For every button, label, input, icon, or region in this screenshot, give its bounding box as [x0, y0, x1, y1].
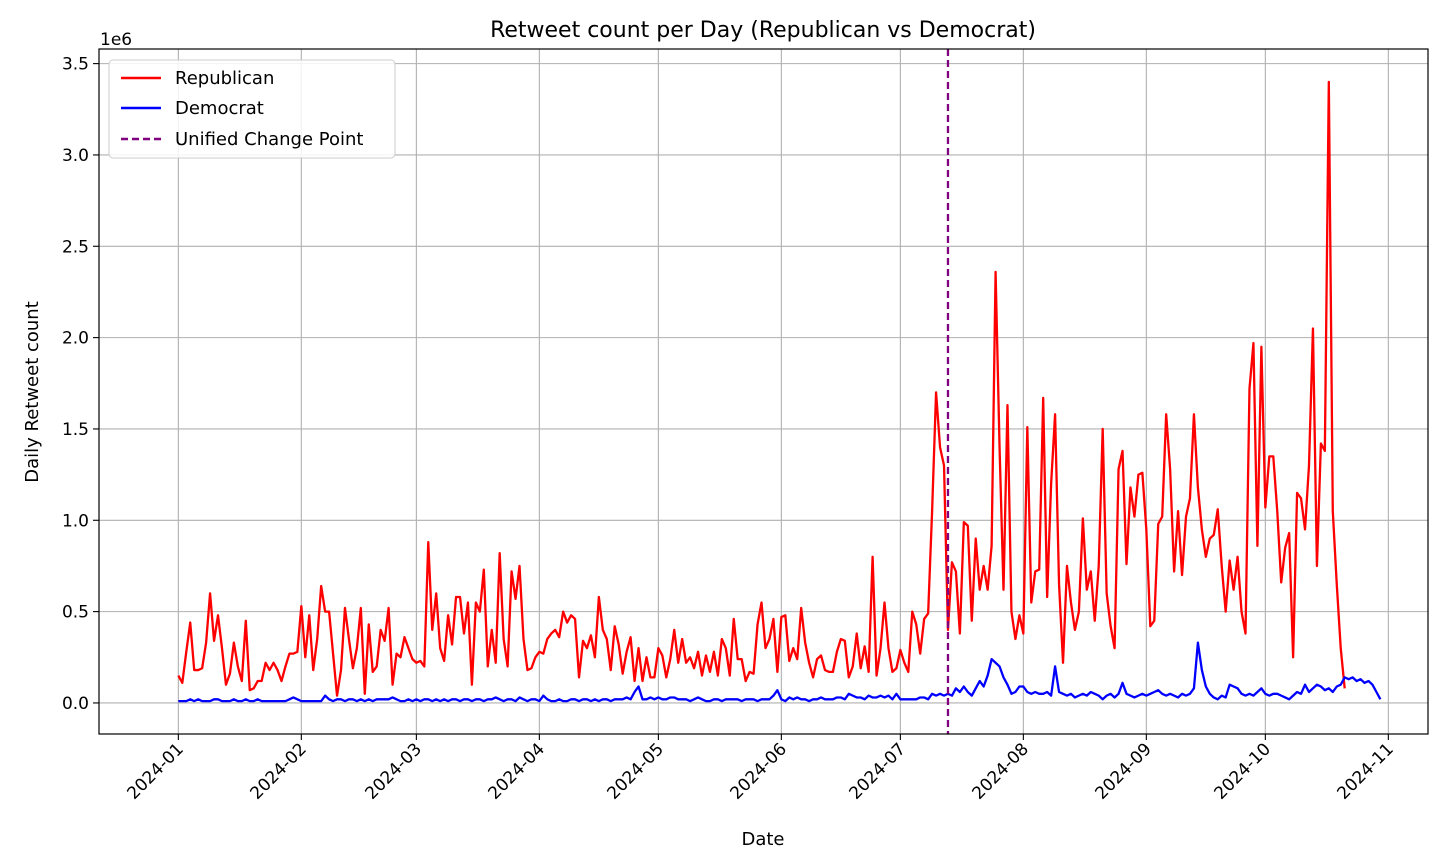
x-tick-label: 2024-08 [969, 739, 1033, 803]
x-tick-label: 2024-07 [846, 739, 910, 803]
y-tick-label: 2.5 [62, 237, 89, 257]
y-tick-label: 1.0 [62, 511, 89, 531]
series-layer [177, 80, 1382, 703]
x-tick-label: 2024-06 [727, 739, 791, 803]
y-tick-label: 0.0 [62, 694, 89, 714]
y-tick-label: 2.0 [62, 329, 89, 349]
y-axis-ticks: 0.0 0.5 1.0 1.5 2.0 2.5 3.0 3.5 [62, 55, 99, 714]
y-tick-label: 1.5 [62, 420, 89, 440]
x-tick-label: 2024-02 [246, 739, 310, 803]
x-axis-label: Date [741, 829, 784, 850]
x-tick-label: 2024-05 [604, 739, 668, 803]
x-tick-label: 2024-09 [1091, 739, 1155, 803]
y-tick-label: 0.5 [62, 603, 89, 623]
series-line-democrat [178, 641, 1382, 703]
y-tick-label: 3.5 [62, 55, 89, 75]
x-tick-label: 2024-01 [124, 739, 188, 803]
series-line-republican [177, 80, 1346, 697]
y-tick-label: 3.0 [62, 146, 89, 166]
chart-title: Retweet count per Day (Republican vs Dem… [490, 18, 1036, 43]
legend-republican-label: Republican [175, 68, 274, 89]
x-tick-label: 2024-04 [485, 739, 549, 803]
x-axis-ticks: 2024-01 2024-02 2024-03 2024-04 2024-05 2024-… [124, 734, 1398, 804]
x-tick-label: 2024-11 [1333, 739, 1397, 803]
legend: Republican Democrat Unified Change Point [108, 59, 396, 159]
y-offset-label: 1e6 [100, 30, 132, 50]
x-tick-label: 2024-03 [362, 739, 426, 803]
grid-lines [99, 49, 1428, 734]
legend-box [108, 59, 396, 159]
y-axis-label: Daily Retweet count [22, 301, 43, 483]
legend-change-point-label: Unified Change Point [175, 129, 363, 150]
x-tick-label: 2024-10 [1211, 739, 1275, 803]
plot-frame [98, 48, 1429, 735]
legend-democrat-label: Democrat [175, 98, 264, 119]
